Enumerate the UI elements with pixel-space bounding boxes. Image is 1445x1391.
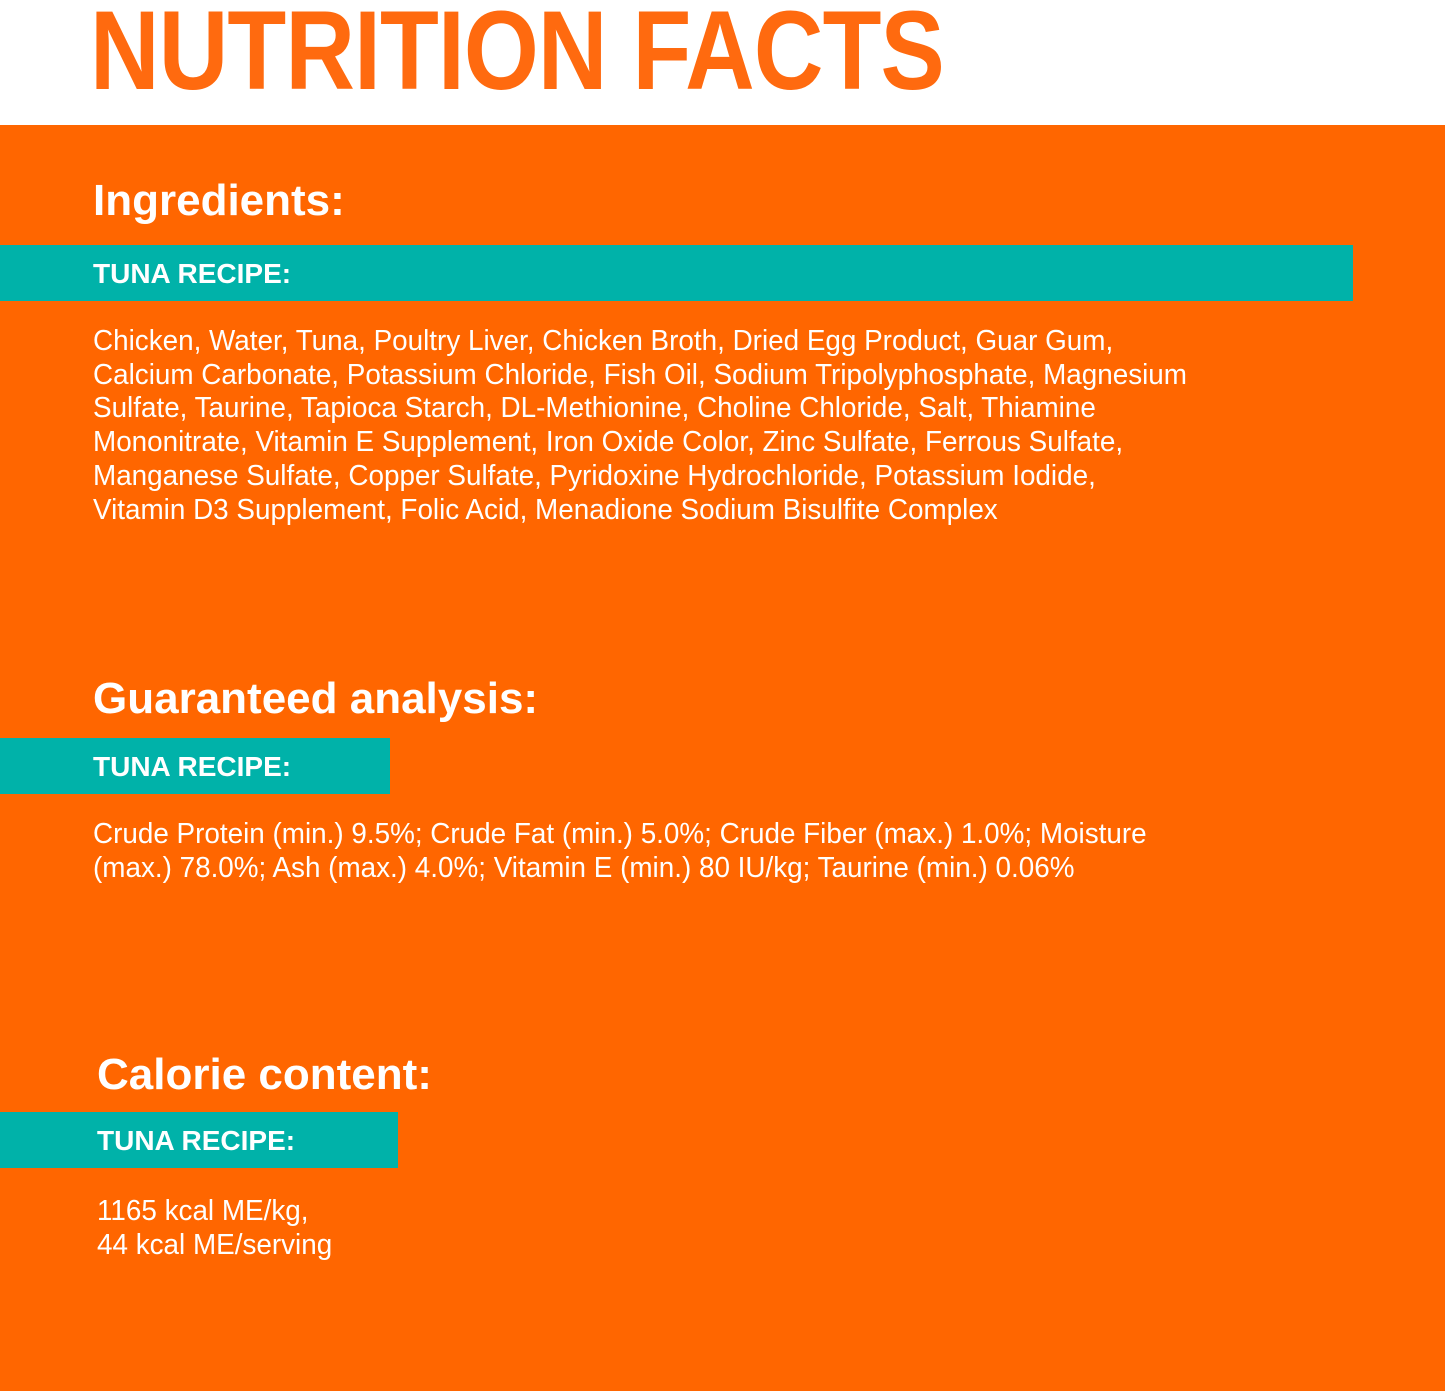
ingredients-line: Manganese Sulfate, Copper Sulfate, Pyrid… xyxy=(93,459,1096,492)
calories-recipe-label: TUNA RECIPE: xyxy=(97,1125,296,1156)
ingredients-line: Chicken, Water, Tuna, Poultry Liver, Chi… xyxy=(93,325,1114,357)
ingredients-recipe-label: TUNA RECIPE: xyxy=(93,258,292,289)
page-title: NUTRITION FACTS xyxy=(90,0,945,113)
calories-text: 1165 kcal ME/kg, 44 kcal ME/serving xyxy=(97,1195,342,1262)
ingredients-text: Chicken, Water, Tuna, Poultry Liver, Chi… xyxy=(93,325,1233,527)
calories-line: 44 kcal ME/serving xyxy=(97,1228,333,1261)
ingredients-line: Sulfate, Taurine, Tapioca Starch, DL-Met… xyxy=(93,392,1096,425)
ingredients-recipe-band: TUNA RECIPE: xyxy=(0,245,1353,301)
ingredients-line: Calcium Carbonate, Potassium Chloride, F… xyxy=(93,358,1187,391)
analysis-line: Crude Protein (min.) 9.5%; Crude Fat (mi… xyxy=(93,818,1147,850)
calories-recipe-band: TUNA RECIPE: xyxy=(0,1112,398,1168)
analysis-heading: Guaranteed analysis: xyxy=(93,674,539,723)
analysis-line: (max.) 78.0%; Ash (max.) 4.0%; Vitamin E… xyxy=(93,851,1075,884)
ingredients-heading: Ingredients: xyxy=(93,176,345,225)
analysis-recipe-band: TUNA RECIPE: xyxy=(0,738,390,794)
calories-heading: Calorie content: xyxy=(97,1050,432,1099)
calories-line: 1165 kcal ME/kg, xyxy=(97,1195,309,1227)
analysis-recipe-label: TUNA RECIPE: xyxy=(93,751,292,782)
title-banner: NUTRITION FACTS xyxy=(0,0,1445,125)
analysis-text: Crude Protein (min.) 9.5%; Crude Fat (mi… xyxy=(93,818,1191,885)
ingredients-line: Mononitrate, Vitamin E Supplement, Iron … xyxy=(93,426,1124,459)
ingredients-line: Vitamin D3 Supplement, Folic Acid, Menad… xyxy=(93,493,998,526)
